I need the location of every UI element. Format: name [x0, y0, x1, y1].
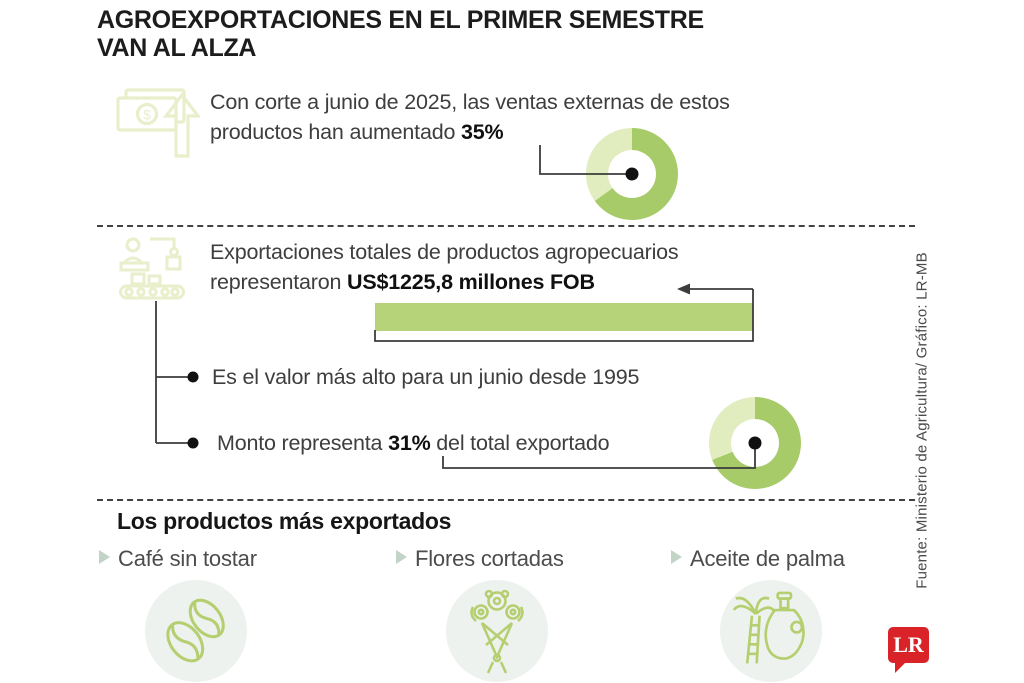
left-arrowhead-icon [677, 283, 690, 295]
money-growth-icon: $ [116, 88, 200, 158]
bullet2-dot [187, 437, 199, 449]
growth-text-line2-prefix: productos han aumentado [210, 120, 461, 144]
dashed-divider-bottom [97, 499, 915, 501]
bullet-share-total: Monto representa 31% del total exportado [217, 430, 610, 456]
product-label-flowers: Flores cortadas [415, 546, 564, 571]
title-line-2: VAN AL ALZA [97, 34, 257, 62]
growth-donut-chart [586, 128, 678, 220]
palm-oil-icon [732, 591, 805, 664]
exports-text-line2-prefix: representaron [210, 270, 348, 294]
production-line-icon [119, 237, 185, 300]
products-heading: Los productos más exportados [117, 508, 452, 534]
page-title: AGROEXPORTACIONES EN EL PRIMER SEMESTRE … [97, 6, 704, 62]
exports-value: US$1225,8 millones FOB [347, 270, 595, 294]
flowers-circle [446, 580, 548, 682]
flower-bouquet-icon [470, 589, 524, 674]
growth-text-line2: productos han aumentado 35% [210, 119, 504, 145]
dollar-symbol: $ [143, 107, 151, 123]
share-donut-chart [709, 397, 801, 489]
source-credit: Fuente: Ministerio de Agricultura/ Gráfi… [913, 252, 931, 589]
lr-logo-label: LR [893, 632, 924, 657]
bullet-share-suffix: del total exportado [430, 431, 610, 455]
exports-text-line2: representaron US$1225,8 millones FOB [210, 269, 595, 295]
palm-circle [720, 580, 822, 682]
bullet1-dot [187, 371, 199, 383]
bullet-arrow-icon [99, 550, 110, 564]
title-line-1: AGROEXPORTACIONES EN EL PRIMER SEMESTRE [97, 6, 704, 34]
lr-logo: LR [888, 627, 929, 673]
exports-text-line1: Exportaciones totales de productos agrop… [210, 240, 679, 264]
bullet-arrow-icon [671, 550, 682, 564]
bullet-share-prefix: Monto representa [217, 431, 389, 455]
dashed-divider-top [97, 225, 915, 227]
exports-value-bar [375, 303, 753, 331]
coffee-circle [145, 580, 247, 682]
bullet-arrow-icon [396, 550, 407, 564]
growth-text-line1: Con corte a junio de 2025, las ventas ex… [210, 90, 730, 114]
share-percent-value: 31% [388, 431, 431, 455]
growth-percent-value: 35% [461, 120, 504, 144]
coffee-beans-icon [166, 598, 225, 663]
bullet-record-value: Es el valor más alto para un junio desde… [212, 365, 640, 389]
product-label-coffee: Café sin tostar [118, 546, 257, 571]
product-label-palm: Aceite de palma [690, 546, 845, 571]
